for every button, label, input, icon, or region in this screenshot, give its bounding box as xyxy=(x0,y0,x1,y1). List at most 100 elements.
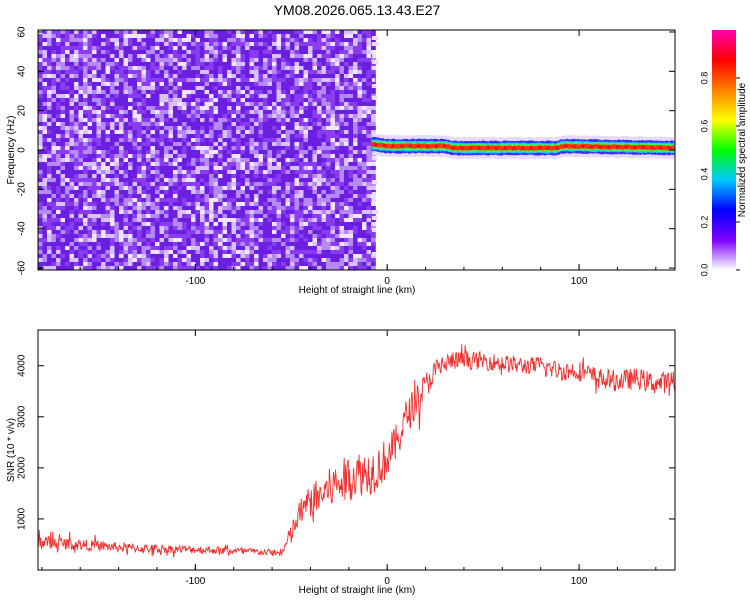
spectrogram-cell xyxy=(51,90,57,95)
spectrogram-cell xyxy=(209,130,214,135)
spectrogram-cell xyxy=(195,110,201,115)
spectrogram-cell xyxy=(236,170,241,175)
spectrogram-cell xyxy=(213,74,219,79)
spectrogram-cell xyxy=(294,30,300,35)
spectrogram-cell xyxy=(366,142,372,147)
spectrogram-cell xyxy=(222,154,228,159)
spectrogram-cell xyxy=(56,114,61,119)
spectrogram-cell xyxy=(227,218,232,223)
spectrogram-cell xyxy=(285,122,291,127)
spectrogram-cell xyxy=(42,110,48,115)
spectrogram-cell xyxy=(191,66,196,71)
spectrogram-cell xyxy=(249,170,255,175)
spectrogram-cell xyxy=(146,198,151,203)
spectrogram-cell xyxy=(213,262,219,267)
spectrogram-cell xyxy=(281,266,286,270)
spectrogram-cell xyxy=(177,114,183,119)
spectrogram-cell xyxy=(339,258,345,263)
spectrogram-cell xyxy=(56,186,61,191)
spectrogram-cell xyxy=(159,146,165,151)
spectrogram-cell xyxy=(303,126,309,131)
spectrogram-cell xyxy=(236,198,241,203)
spectrogram-cell xyxy=(335,218,340,223)
spectrogram-cell xyxy=(200,70,205,75)
spectrogram-cell xyxy=(285,126,291,131)
spectrogram-cell xyxy=(141,118,147,123)
spectrogram-cell xyxy=(92,62,97,67)
spectrogram-cell xyxy=(371,174,376,179)
spectrogram-cell xyxy=(164,238,169,243)
spectrogram-cell xyxy=(177,174,183,179)
spectrogram-cell xyxy=(281,58,286,63)
spectrogram-cell xyxy=(47,126,52,131)
spectrogram-cell xyxy=(276,218,282,223)
spectrogram-cell xyxy=(173,146,178,151)
spectrogram-cell xyxy=(357,258,363,263)
spectrogram-cell xyxy=(123,70,129,75)
spectrogram-cell xyxy=(213,234,219,239)
spectrogram-cell xyxy=(74,34,79,39)
spectrogram-cell xyxy=(182,194,187,199)
spectrogram-cell xyxy=(290,42,295,47)
spectrogram-cell xyxy=(146,174,151,179)
spectrogram-cell xyxy=(321,150,327,155)
spectrogram-cell xyxy=(317,98,322,103)
spectrogram-cell xyxy=(339,170,345,175)
spectrogram-cell xyxy=(128,30,133,35)
spectrogram-cell xyxy=(141,226,147,231)
spectrogram-cell xyxy=(92,190,97,195)
spectrogram-cell xyxy=(218,42,223,47)
spectrogram-cell xyxy=(159,250,165,255)
spectrogram-cell xyxy=(173,66,178,71)
spectrogram-cell xyxy=(371,162,376,167)
spectrogram-cell xyxy=(321,222,327,227)
spectrogram-cell xyxy=(182,150,187,155)
spectrogram-cell xyxy=(339,114,345,119)
spectrogram-cell xyxy=(186,86,192,91)
spectrogram-cell xyxy=(213,146,219,151)
spectrogram-cell xyxy=(227,114,232,119)
spectrogram-cell xyxy=(110,42,115,47)
spectrogram-cell xyxy=(141,138,147,143)
spectrogram-cell xyxy=(159,90,165,95)
spectrogram-cell xyxy=(353,66,358,71)
spectrogram-cell xyxy=(213,138,219,143)
spectrogram-cell xyxy=(285,202,291,207)
spectrogram-cell xyxy=(137,114,142,119)
spectrogram-cell xyxy=(357,162,363,167)
spectrogram-cell xyxy=(69,86,75,91)
spectrogram-cell xyxy=(114,66,120,71)
spectrogram-cell xyxy=(141,98,147,103)
spectrogram-cell xyxy=(182,234,187,239)
spectrogram-cell xyxy=(38,102,43,107)
spectrogram-cell xyxy=(254,210,259,215)
spectrogram-cell xyxy=(272,94,277,99)
spectrogram-cell xyxy=(272,218,277,223)
spectrogram-cell xyxy=(60,198,66,203)
spectrogram-cell xyxy=(312,198,318,203)
spectrogram-cell xyxy=(173,202,178,207)
spectrogram-cell xyxy=(132,118,138,123)
spectrogram-cell xyxy=(308,130,313,135)
spectrogram-cell xyxy=(236,118,241,123)
spectrogram-cell xyxy=(123,110,129,115)
spectrogram-cell xyxy=(65,122,70,127)
spectrogram-cell xyxy=(177,62,183,67)
spectrogram-cell xyxy=(114,74,120,79)
spectrogram-cell xyxy=(155,178,160,183)
spectrogram-cell xyxy=(92,150,97,155)
spectrogram-cell xyxy=(326,234,331,239)
spectrogram-cell xyxy=(330,154,336,159)
spectrogram-cell xyxy=(191,86,196,91)
spectrogram-cell xyxy=(267,46,273,51)
spectrogram-cell xyxy=(321,130,327,135)
spectrogram-cell xyxy=(195,162,201,167)
spectrogram-cell xyxy=(263,34,268,39)
spectrogram-cell xyxy=(258,90,264,95)
spectrogram-cell xyxy=(173,250,178,255)
spectrogram-cell xyxy=(339,42,345,47)
spectrogram-cell xyxy=(42,34,48,39)
spectrogram-cell xyxy=(236,74,241,79)
spectrogram-cell xyxy=(51,194,57,199)
spectrogram-cell xyxy=(38,150,43,155)
